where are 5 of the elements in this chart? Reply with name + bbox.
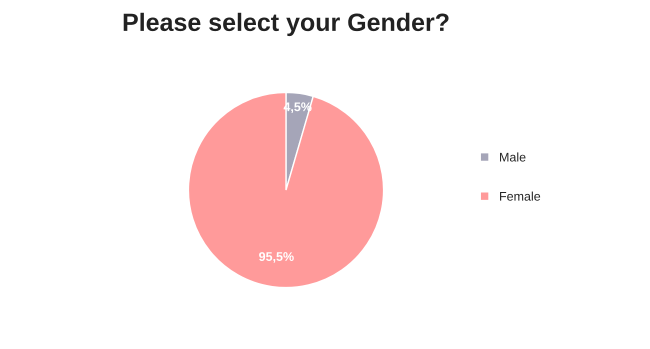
legend-label: Female: [500, 192, 540, 201]
legend-label: Male: [500, 152, 526, 162]
chart-title: Please select your Gender?: [124, 12, 449, 36]
pie-slice: [188, 92, 384, 288]
data-label: 95,5%: [259, 252, 294, 263]
